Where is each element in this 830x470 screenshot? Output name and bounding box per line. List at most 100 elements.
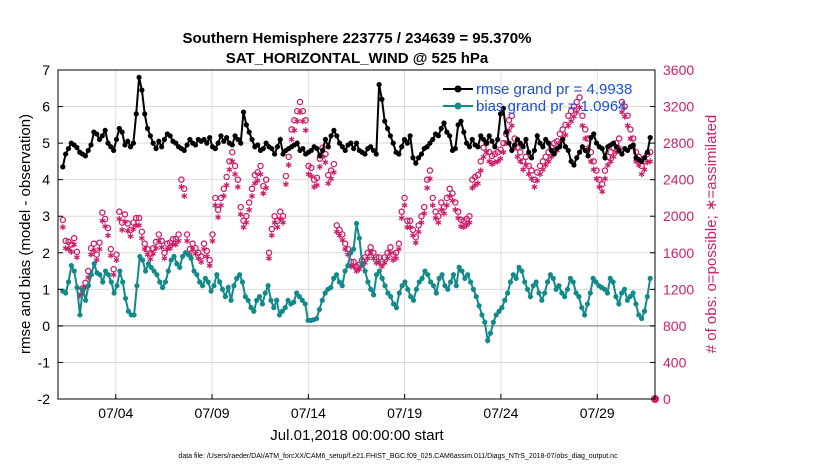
bias-point bbox=[447, 279, 454, 285]
assimilated-obs-marker bbox=[367, 249, 374, 256]
bias-point bbox=[131, 312, 137, 318]
bias-point bbox=[493, 312, 499, 318]
bias-point bbox=[225, 284, 231, 291]
bias-point bbox=[77, 312, 83, 318]
possible-obs-marker bbox=[556, 130, 564, 138]
bias-point bbox=[134, 283, 140, 289]
possible-obs-marker bbox=[528, 167, 535, 174]
bias-point bbox=[142, 268, 149, 274]
bias-point bbox=[644, 294, 650, 300]
left-tick-label: 3 bbox=[42, 208, 50, 224]
x-tick-label: 07/04 bbox=[98, 405, 133, 421]
possible-obs-marker bbox=[406, 217, 414, 225]
rmse-point bbox=[441, 120, 447, 126]
assimilated-obs-marker bbox=[582, 135, 589, 142]
assimilated-obs-marker bbox=[421, 210, 428, 217]
bias-point bbox=[160, 284, 166, 291]
rmse-point bbox=[458, 118, 464, 124]
possible-obs-marker bbox=[627, 126, 634, 133]
assimilated-obs-marker bbox=[274, 224, 281, 231]
assimilated-obs-marker bbox=[483, 149, 490, 156]
rmse-point bbox=[320, 147, 326, 154]
bias-point bbox=[604, 290, 611, 296]
right-tick-label: 2000 bbox=[663, 208, 694, 224]
rmse-point bbox=[328, 133, 334, 139]
y-axis-right-label: # of obs: o=possible; ∗=assimilated bbox=[703, 115, 720, 354]
right-tick-label: 3600 bbox=[663, 62, 694, 78]
rmse-point bbox=[60, 164, 66, 170]
assimilated-obs-marker bbox=[93, 257, 100, 264]
rmse-point bbox=[127, 144, 134, 150]
assimilated-obs-marker bbox=[604, 162, 611, 169]
bias-point bbox=[299, 297, 305, 303]
assimilated-obs-marker bbox=[147, 256, 154, 263]
bias-line bbox=[62, 223, 652, 345]
possible-obs-marker bbox=[565, 112, 572, 119]
bias-point bbox=[339, 283, 345, 289]
bias-point bbox=[174, 261, 180, 267]
rmse-point bbox=[181, 147, 187, 154]
bias-point bbox=[294, 290, 300, 296]
bias-point bbox=[111, 290, 117, 296]
rmse-point bbox=[407, 133, 413, 139]
bias-point bbox=[567, 275, 573, 281]
rmse-point bbox=[370, 147, 377, 154]
rmse-point bbox=[116, 125, 122, 132]
rmse-point bbox=[461, 129, 467, 135]
rmse-point bbox=[322, 136, 329, 143]
rmse-point bbox=[133, 111, 139, 117]
rmse-point bbox=[520, 144, 526, 150]
bias-point bbox=[122, 295, 129, 302]
bias-point bbox=[125, 308, 131, 314]
bias-point bbox=[205, 279, 211, 285]
right-tick-label: 1600 bbox=[663, 245, 694, 261]
bias-point bbox=[442, 283, 448, 289]
bias-point bbox=[582, 312, 588, 318]
rmse-point bbox=[430, 136, 436, 143]
assimilated-obs-marker bbox=[138, 235, 145, 242]
bias-point bbox=[353, 220, 360, 227]
possible-obs-marker bbox=[138, 228, 146, 236]
rmse-point bbox=[235, 136, 241, 143]
assimilated-obs-marker bbox=[119, 226, 126, 233]
bias-point bbox=[647, 275, 653, 281]
rmse-point bbox=[63, 151, 69, 157]
assimilated-obs-marker bbox=[568, 118, 575, 125]
bias-point bbox=[316, 306, 323, 313]
legend-bias-label: bias grand pr = 1.0964 bbox=[476, 98, 627, 115]
bias-point bbox=[108, 279, 114, 285]
rmse-point bbox=[401, 136, 408, 143]
bias-point bbox=[536, 290, 542, 296]
rmse-point bbox=[238, 140, 244, 146]
assimilated-obs-marker bbox=[415, 228, 422, 235]
bias-point bbox=[576, 294, 582, 300]
assimilated-obs-marker bbox=[294, 118, 301, 125]
assimilated-obs-marker bbox=[469, 184, 476, 191]
possible-obs-marker bbox=[107, 245, 115, 253]
bias-point bbox=[231, 283, 237, 289]
bias-point bbox=[282, 305, 288, 311]
rmse-point bbox=[416, 155, 422, 161]
rmse-point bbox=[574, 155, 580, 161]
assimilated-obs-marker bbox=[480, 153, 487, 160]
assimilated-obs-marker bbox=[638, 171, 645, 178]
left-tick-label: 5 bbox=[42, 135, 50, 151]
rmse-point bbox=[156, 138, 162, 144]
assimilated-obs-marker bbox=[596, 183, 603, 190]
bias-point bbox=[199, 283, 206, 289]
rmse-point bbox=[184, 142, 190, 148]
bias-point bbox=[499, 305, 505, 311]
possible-obs-marker bbox=[401, 194, 408, 202]
assimilated-obs-marker bbox=[172, 241, 179, 248]
possible-obs-marker bbox=[517, 148, 524, 156]
bias-point bbox=[433, 290, 439, 296]
right-tick-label: 3200 bbox=[663, 99, 694, 115]
assimilated-obs-marker bbox=[443, 202, 450, 209]
bias-point bbox=[399, 283, 405, 289]
rmse-point bbox=[644, 149, 650, 155]
rmse-point bbox=[514, 136, 521, 143]
assimilated-obs-marker bbox=[232, 171, 239, 178]
rmse-point bbox=[435, 133, 441, 139]
possible-obs-marker bbox=[437, 199, 445, 206]
assimilated-obs-marker bbox=[246, 206, 253, 213]
